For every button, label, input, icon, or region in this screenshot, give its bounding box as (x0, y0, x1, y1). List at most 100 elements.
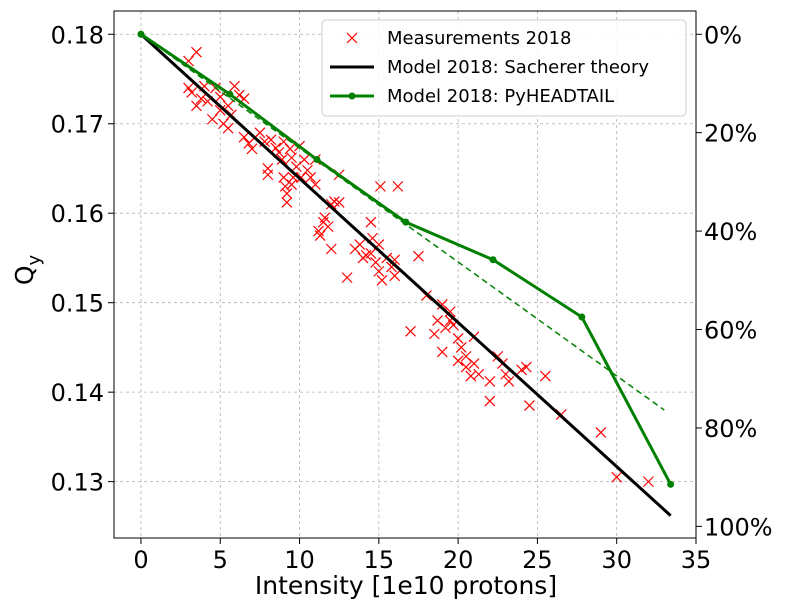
measurement-point (455, 341, 467, 353)
measurement-point (284, 143, 296, 155)
measurement-point (524, 400, 535, 412)
measurement-point (222, 122, 234, 134)
right-tick-label: 20% (704, 120, 757, 148)
legend-label: Model 2018: Sacherer theory (387, 57, 649, 78)
measurement-point (374, 180, 386, 192)
y-tick-label: 0.18 (51, 21, 104, 49)
measurement-point (611, 471, 623, 483)
y-axis: 0.13 0.14 0.15 0.16 0.17 0.18 (51, 21, 114, 497)
measurement-point (191, 100, 202, 112)
measurement-point (484, 395, 496, 407)
y-axis-label-subscript: y (24, 254, 45, 265)
measurement-point (376, 274, 388, 286)
measurement-point (473, 368, 485, 380)
measurement-point (319, 212, 331, 224)
measurement-point (325, 243, 337, 255)
plot-frame (113, 10, 697, 539)
right-tick-label: 40% (704, 218, 757, 246)
measurement-point (314, 230, 326, 242)
y-tick-label: 0.13 (51, 469, 104, 497)
measurement-point (262, 169, 274, 181)
measurement-point (281, 188, 293, 199)
pyheadtail-point (226, 90, 234, 98)
y-tick-label: 0.15 (51, 290, 104, 318)
pyheadtail-point (667, 480, 675, 488)
legend-marker-pyheadtail (348, 92, 356, 100)
x-tick-label: 30 (601, 546, 632, 574)
measurement-point (254, 127, 266, 139)
legend-marker-measurements (346, 32, 358, 44)
legend-items: Measurements 2018 Model 2018: Sacherer th… (330, 28, 649, 107)
measurement-point (484, 375, 496, 387)
measurement-point (452, 333, 464, 344)
measurement-point (298, 154, 310, 165)
measurement-point (305, 171, 317, 183)
x-tick-label: 25 (522, 546, 553, 574)
x-tick-label: 20 (443, 546, 474, 574)
x-tick-label: 10 (284, 546, 315, 574)
measurement-point (333, 197, 345, 208)
right-tick-label: 60% (704, 317, 757, 345)
measurement-point (265, 134, 277, 146)
measurement-point (302, 164, 313, 176)
pyheadtail-point (313, 156, 321, 164)
measurement-point (440, 322, 451, 334)
measurement-point (370, 256, 382, 268)
measurement-point (286, 179, 298, 191)
x-tick-label: 0 (133, 546, 148, 574)
legend: Measurements 2018 Model 2018: Sacherer th… (321, 19, 687, 117)
measurement-point (246, 143, 258, 155)
measurement-point (539, 370, 551, 382)
measurement-point (286, 152, 298, 164)
plot-area (137, 30, 675, 517)
measurement-point (413, 250, 424, 262)
measurement-point (329, 196, 340, 208)
measurement-point (460, 361, 472, 373)
y-tick-label: 0.17 (51, 111, 104, 139)
measurement-point (191, 46, 202, 58)
measurement-point (595, 426, 607, 438)
x-tick-label: 5 (213, 546, 228, 574)
measurement-point (452, 355, 464, 367)
measurement-point (500, 368, 512, 380)
x-tick-label: 35 (681, 546, 712, 574)
measurement-point (428, 328, 440, 340)
measurement-point (468, 358, 480, 369)
measurement-point (520, 361, 532, 373)
x-axis: 0 5 10 15 20 25 30 35 (133, 538, 711, 574)
legend-label: Model 2018: PyHEADTAIL (387, 86, 614, 107)
x-axis-label: Intensity [1e10 protons] (255, 571, 557, 600)
trend-dashed-line (140, 33, 665, 411)
measurement-point (186, 86, 198, 98)
measurement-point (341, 272, 353, 284)
measurement-point (436, 346, 448, 358)
measurement-point (214, 104, 226, 116)
legend-box (321, 19, 687, 117)
measurement-point (373, 265, 385, 277)
measurement-point (276, 154, 288, 165)
y-axis-label-main: Q (10, 265, 39, 285)
measurement-point (405, 325, 416, 337)
y-tick-label: 0.16 (51, 200, 104, 228)
legend-label: Measurements 2018 (387, 28, 571, 49)
measurement-point (503, 375, 515, 387)
right-tick-label: 0% (704, 21, 742, 49)
measurement-point (195, 93, 207, 105)
measurement-point (444, 306, 456, 318)
measurement-point (281, 197, 293, 208)
measurement-point (643, 476, 654, 488)
y-tick-label: 0.14 (51, 379, 104, 407)
measurement-point (229, 80, 240, 92)
measurement-point (183, 82, 194, 94)
measurement-point (365, 216, 377, 228)
sacherer-line (139, 33, 672, 517)
measurement-point (322, 221, 334, 233)
measurement-point (270, 142, 282, 154)
measurement-point (389, 270, 401, 282)
pyheadtail-point (578, 313, 586, 321)
right-tick-label: 100% (704, 513, 773, 541)
y-axis-label: Qy (10, 254, 45, 285)
measurement-point (392, 180, 404, 192)
measurement-point (365, 248, 377, 259)
